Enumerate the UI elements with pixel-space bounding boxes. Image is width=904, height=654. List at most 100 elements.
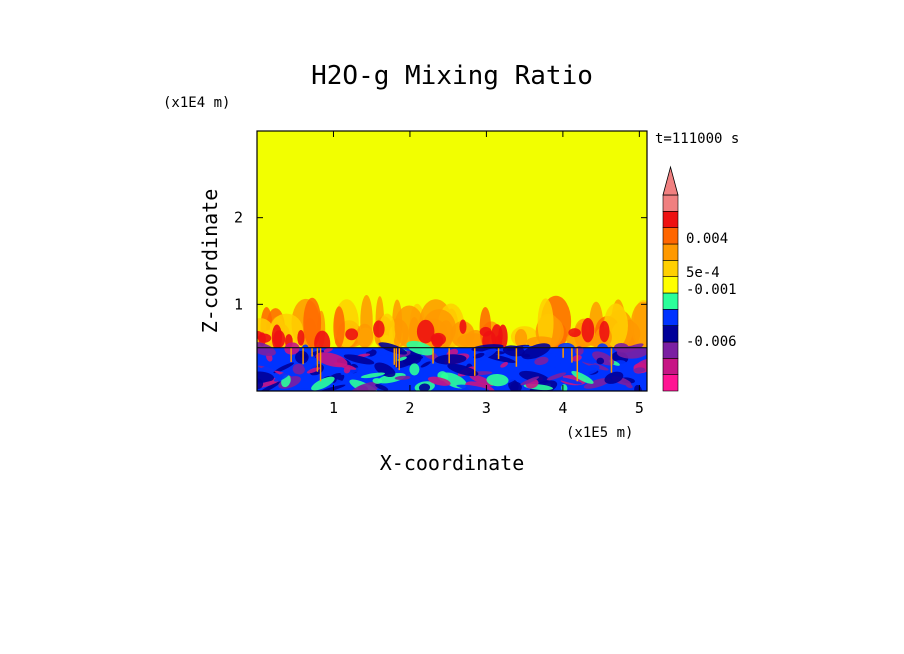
colorbar-swatch — [662, 374, 679, 392]
lower-layer-eddy — [377, 372, 406, 384]
lower-layer-streak — [497, 347, 500, 359]
lower-layer-eddy — [583, 378, 611, 389]
lower-layer-streak — [290, 347, 292, 363]
lower-layer-streak — [562, 347, 564, 358]
plume-core — [599, 320, 610, 343]
colorbar-tick-label: -0.001 — [686, 282, 737, 298]
lower-layer-eddy — [500, 362, 509, 368]
time-label: t=111000 s — [655, 131, 739, 147]
lower-layer-eddy — [473, 352, 485, 359]
lower-layer-eddy — [534, 356, 549, 366]
lower-layer-eddy — [546, 372, 567, 381]
lower-layer-eddy — [394, 375, 411, 380]
lower-layer-streak — [393, 347, 396, 365]
lower-layer-eddy — [633, 367, 646, 373]
plume-core — [416, 319, 435, 344]
x-tick-label: 2 — [405, 399, 414, 417]
plume-core — [373, 320, 385, 338]
chart-title: H2O-g Mixing Ratio — [311, 61, 593, 91]
x-tick-label: 5 — [635, 399, 644, 417]
lower-layer-eddy — [557, 377, 582, 385]
y-axis-ticks: 12 — [234, 209, 647, 313]
plume-core — [430, 332, 446, 346]
plume-blob — [378, 313, 396, 348]
plume-core — [491, 324, 503, 348]
lower-layer-eddy — [483, 353, 516, 363]
plume-core — [459, 319, 467, 334]
lower-layer-eddy — [273, 362, 294, 374]
lower-layer-eddy — [418, 383, 431, 391]
lower-layer-eddy — [343, 348, 373, 357]
lower-layer-streak — [576, 347, 579, 382]
lower-layer-streak — [571, 347, 573, 363]
lower-layer-eddy — [456, 384, 490, 391]
lower-layer-eddy — [409, 363, 420, 376]
lower-layer-streak — [398, 347, 400, 371]
lower-layer-streak — [515, 347, 518, 367]
plume-blob — [394, 305, 424, 348]
lower-layer-eddy — [486, 373, 509, 387]
plume-core — [581, 317, 595, 343]
lower-layer-eddy — [372, 378, 383, 384]
lower-layer-eddy — [604, 371, 624, 384]
lower-layer-streak — [432, 347, 434, 364]
lower-layer-eddy — [343, 366, 351, 374]
plume-core — [345, 328, 359, 341]
lower-layer-eddy — [292, 363, 305, 375]
lower-layer-eddy — [315, 384, 346, 391]
lower-layer-eddy — [311, 376, 335, 391]
lower-layer-eddy — [364, 354, 397, 369]
x-scale-label: (x1E5 m) — [566, 425, 633, 441]
lower-layer-eddy — [519, 370, 550, 383]
y-tick-label: 2 — [234, 209, 243, 227]
lower-layer-eddy — [257, 341, 276, 357]
colorbar-swatch — [662, 325, 679, 343]
colorbar-swatch — [662, 309, 679, 326]
colorbar-tick-label: -0.006 — [686, 334, 737, 350]
colorbar-swatch — [662, 194, 679, 212]
plume-blob — [333, 306, 345, 348]
colorbar-swatch — [662, 341, 679, 359]
lower-layer-eddy — [469, 374, 494, 387]
colorbar-tick-label: 5e-4 — [686, 265, 720, 281]
y-tick-label: 1 — [234, 295, 243, 313]
lower-layer-eddy — [447, 363, 479, 377]
lower-layer-eddy — [434, 354, 467, 365]
lower-layer-eddy — [257, 378, 264, 390]
lower-layer-eddy — [596, 357, 605, 365]
lower-layer-eddy — [598, 374, 605, 379]
colorbar-swatch — [662, 292, 679, 310]
lower-layer-eddy — [427, 376, 451, 386]
lower-layer-eddy — [343, 354, 375, 365]
colorbar-swatch — [662, 260, 679, 277]
plume-core — [297, 330, 305, 346]
y-scale-label: (x1E4 m) — [163, 95, 230, 111]
lower-layer-streak — [319, 347, 322, 382]
lower-layer-eddy — [508, 379, 519, 391]
lower-layer-eddy — [315, 352, 348, 368]
colorbar-swatch — [662, 243, 679, 261]
x-axis-ticks: 1 2 3 4 5 — [329, 131, 644, 417]
lower-layer-eddy — [394, 348, 423, 369]
lower-layer-eddy — [634, 384, 642, 391]
plot-frame — [256, 130, 648, 392]
lower-layer-streak — [474, 347, 476, 376]
colorbar-swatch — [662, 276, 679, 294]
colorbar: 0.004 5e-4-0.001 -0.006 — [662, 165, 737, 392]
lower-layer-eddy — [323, 347, 333, 353]
lower-layer-streak — [610, 347, 613, 373]
plume-blob — [537, 298, 554, 348]
lower-layer-eddy — [592, 351, 615, 366]
lower-layer-streak — [302, 347, 304, 365]
plume-blob — [514, 328, 528, 348]
colorbar-swatch — [662, 211, 679, 228]
y-axis-title: Z-coordinate — [198, 189, 222, 334]
lower-layer-eddy — [411, 355, 424, 360]
plume-core — [568, 328, 581, 338]
colorbar-swatch — [662, 358, 679, 375]
lower-layer-eddy — [520, 376, 540, 386]
lower-layer-eddy — [557, 342, 576, 354]
lower-layer-streak — [395, 347, 398, 368]
colorbar-extend-arrow — [662, 165, 679, 196]
lower-layer-eddy — [274, 371, 291, 382]
